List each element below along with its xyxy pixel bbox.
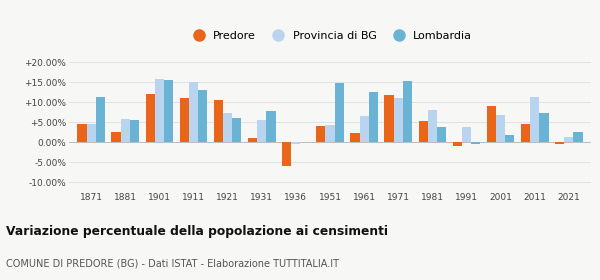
Bar xyxy=(539,113,548,143)
Bar xyxy=(266,111,275,143)
Bar xyxy=(248,138,257,143)
Bar xyxy=(350,133,359,143)
Bar xyxy=(403,81,412,143)
Bar xyxy=(419,121,428,143)
Bar xyxy=(530,97,539,143)
Bar xyxy=(223,113,232,143)
Text: Variazione percentuale della popolazione ai censimenti: Variazione percentuale della popolazione… xyxy=(6,225,388,238)
Bar xyxy=(146,94,155,143)
Bar xyxy=(564,137,574,143)
Bar xyxy=(112,132,121,143)
Bar xyxy=(121,119,130,143)
Bar xyxy=(496,115,505,143)
Bar xyxy=(96,97,105,143)
Bar xyxy=(180,98,189,143)
Bar xyxy=(232,118,241,143)
Bar xyxy=(428,110,437,143)
Bar xyxy=(394,98,403,143)
Bar xyxy=(462,127,471,143)
Bar xyxy=(86,124,96,143)
Bar xyxy=(291,143,301,144)
Bar xyxy=(574,132,583,143)
Bar xyxy=(335,83,344,143)
Bar xyxy=(214,100,223,143)
Bar xyxy=(130,120,139,143)
Bar xyxy=(282,143,291,165)
Bar xyxy=(555,143,564,144)
Bar xyxy=(189,81,198,143)
Bar xyxy=(155,79,164,143)
Bar xyxy=(316,126,325,143)
Bar xyxy=(452,143,462,146)
Bar xyxy=(257,120,266,143)
Bar xyxy=(505,135,514,143)
Bar xyxy=(198,90,208,143)
Bar xyxy=(521,124,530,143)
Legend: Predore, Provincia di BG, Lombardia: Predore, Provincia di BG, Lombardia xyxy=(188,31,472,41)
Text: COMUNE DI PREDORE (BG) - Dati ISTAT - Elaborazione TUTTITALIA.IT: COMUNE DI PREDORE (BG) - Dati ISTAT - El… xyxy=(6,259,339,269)
Bar xyxy=(487,106,496,143)
Bar xyxy=(369,92,378,143)
Bar xyxy=(77,124,86,143)
Bar xyxy=(164,80,173,143)
Bar xyxy=(359,116,369,143)
Bar xyxy=(325,125,335,143)
Bar xyxy=(437,127,446,143)
Bar xyxy=(385,95,394,143)
Bar xyxy=(471,143,480,144)
